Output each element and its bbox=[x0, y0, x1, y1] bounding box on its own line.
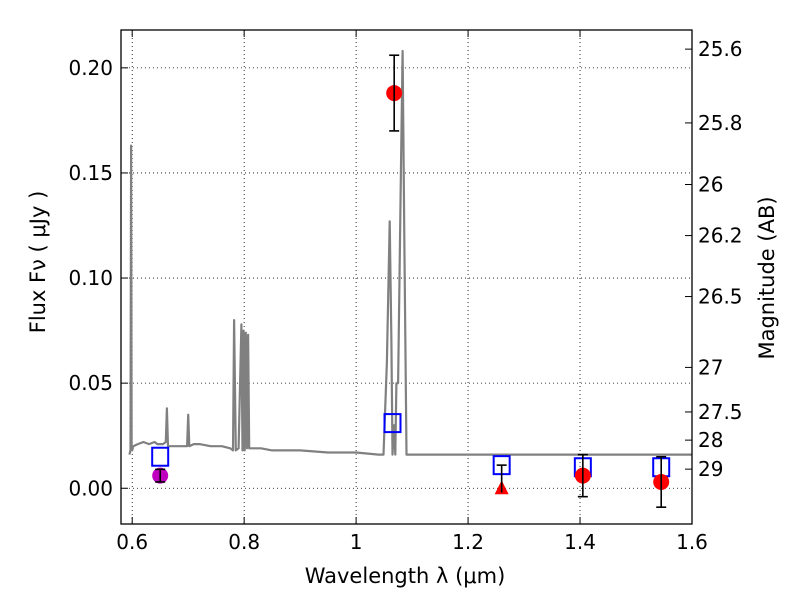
y-axis-label: Flux Fν ( μJy ) bbox=[26, 191, 50, 334]
plot-frame bbox=[120, 29, 693, 525]
right-tick-label: 29 bbox=[698, 457, 723, 481]
model-photometry-square bbox=[151, 446, 170, 467]
y-tick-label: 0.10 bbox=[68, 266, 113, 290]
right-tick-label: 27.5 bbox=[698, 400, 743, 424]
spectrum-layer bbox=[128, 49, 692, 456]
right-tick-label: 26.2 bbox=[698, 224, 743, 248]
x-tick-label: 0.8 bbox=[228, 530, 260, 554]
markers-layer bbox=[151, 54, 671, 508]
x-tick-label: 1.6 bbox=[676, 530, 708, 554]
x-tick-label: 0.6 bbox=[116, 530, 148, 554]
right-tick-label: 26.5 bbox=[698, 285, 743, 309]
x-tick-label: 1.4 bbox=[564, 530, 596, 554]
ticks-layer: 0.6 0.8 1 1.2 1.4 1.6 0.00 0.05 0.10 0.15 0.20 25.6… bbox=[68, 30, 743, 554]
right-axis-label: Magnitude (AB) bbox=[755, 196, 779, 359]
right-tick-label: 25.8 bbox=[698, 111, 743, 135]
right-tick-label: 28 bbox=[698, 428, 723, 452]
x-tick-label: 1.2 bbox=[452, 530, 484, 554]
model-spectrum-line bbox=[128, 49, 692, 456]
right-tick-label: 27 bbox=[698, 355, 723, 379]
x-tick-label: 1 bbox=[350, 530, 363, 554]
x-axis-label: Wavelength λ (μm) bbox=[305, 564, 506, 588]
y-tick-label: 0.15 bbox=[68, 161, 113, 185]
y-tick-label: 0.00 bbox=[68, 476, 113, 500]
model-photometry-square bbox=[383, 413, 402, 434]
right-tick-label: 25.6 bbox=[698, 37, 743, 61]
y-tick-label: 0.20 bbox=[68, 56, 113, 80]
y-tick-label: 0.05 bbox=[68, 371, 113, 395]
right-tick-label: 26 bbox=[698, 173, 723, 197]
